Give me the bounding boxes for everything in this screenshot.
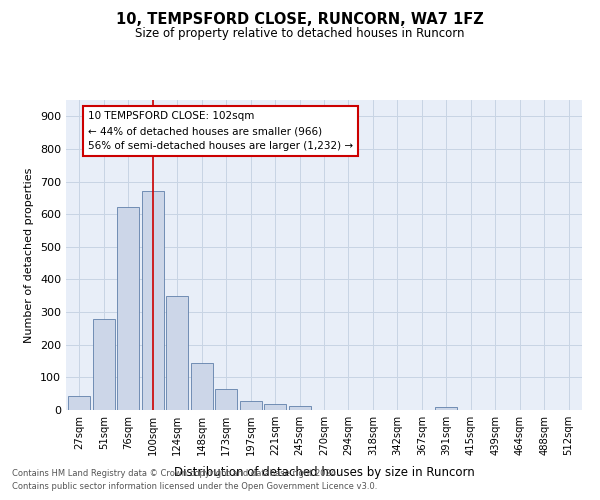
Text: Size of property relative to detached houses in Runcorn: Size of property relative to detached ho… [135, 28, 465, 40]
Bar [118, 208, 139, 410]
Bar [166, 296, 188, 410]
Bar [289, 406, 311, 410]
X-axis label: Distribution of detached houses by size in Runcorn: Distribution of detached houses by size … [173, 466, 475, 479]
Bar [239, 401, 262, 410]
Bar [93, 320, 115, 410]
Bar [142, 192, 164, 410]
Bar [68, 396, 91, 410]
Bar [264, 404, 286, 410]
Bar [435, 407, 457, 410]
Text: 10 TEMPSFORD CLOSE: 102sqm
← 44% of detached houses are smaller (966)
56% of sem: 10 TEMPSFORD CLOSE: 102sqm ← 44% of deta… [88, 111, 353, 151]
Y-axis label: Number of detached properties: Number of detached properties [25, 168, 34, 342]
Bar [191, 362, 213, 410]
Text: Contains public sector information licensed under the Open Government Licence v3: Contains public sector information licen… [12, 482, 377, 491]
Text: 10, TEMPSFORD CLOSE, RUNCORN, WA7 1FZ: 10, TEMPSFORD CLOSE, RUNCORN, WA7 1FZ [116, 12, 484, 28]
Bar [215, 389, 237, 410]
Text: Contains HM Land Registry data © Crown copyright and database right 2024.: Contains HM Land Registry data © Crown c… [12, 468, 338, 477]
